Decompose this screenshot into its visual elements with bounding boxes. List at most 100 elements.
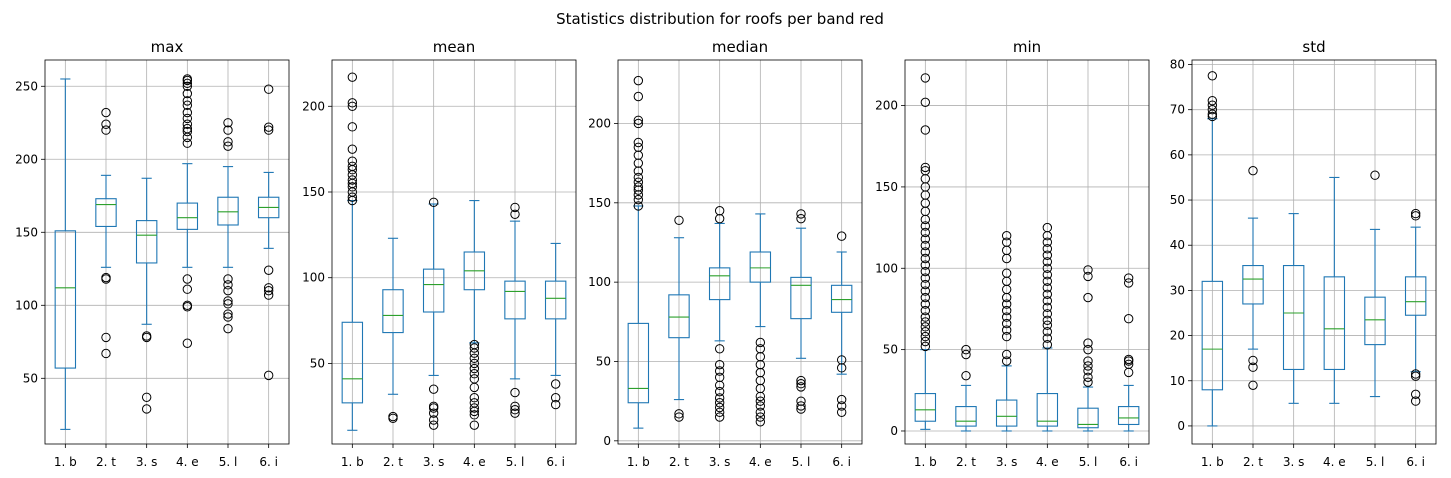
outlier-point bbox=[1083, 292, 1093, 303]
outlier-point bbox=[347, 182, 358, 192]
outlier-point bbox=[1123, 314, 1134, 324]
outlier-point bbox=[1410, 369, 1421, 379]
outlier-point bbox=[796, 379, 806, 389]
x-tick-label: 3. s bbox=[996, 455, 1018, 469]
outlier-point bbox=[920, 125, 931, 135]
y-tick-label: 100 bbox=[875, 261, 898, 275]
outlier-point bbox=[347, 72, 358, 82]
outlier-point bbox=[1042, 309, 1053, 319]
x-tick-label: 3. s bbox=[709, 455, 731, 469]
outlier-point bbox=[920, 234, 931, 244]
outlier-point bbox=[920, 162, 931, 173]
outlier-point bbox=[1042, 340, 1053, 350]
outlier-point bbox=[714, 393, 725, 403]
box-iqr bbox=[1242, 265, 1264, 305]
outlier-point bbox=[223, 280, 233, 290]
outlier-point bbox=[796, 401, 806, 411]
outlier-point bbox=[920, 312, 931, 322]
x-tick-label: 6. i bbox=[832, 455, 851, 469]
outlier-point bbox=[1042, 333, 1053, 343]
y-tick-label: 100 bbox=[15, 298, 38, 312]
outlier-point bbox=[1248, 362, 1258, 372]
outlier-point bbox=[1042, 263, 1053, 273]
outlier-point bbox=[182, 107, 193, 118]
x-tick-label: 6. i bbox=[546, 455, 565, 469]
outlier-point bbox=[1248, 355, 1258, 366]
outlier-point bbox=[469, 393, 480, 403]
outlier-point bbox=[1083, 265, 1093, 275]
outlier-point bbox=[469, 410, 480, 420]
outlier-point bbox=[223, 323, 233, 334]
outlier-point bbox=[223, 125, 233, 135]
outlier-point bbox=[755, 344, 766, 354]
y-tick-label: 150 bbox=[15, 225, 38, 239]
x-tick-label: 2. t bbox=[669, 455, 689, 469]
outlier-point bbox=[263, 125, 274, 135]
outlier-point bbox=[920, 322, 931, 332]
outlier-point bbox=[714, 372, 725, 383]
box-iqr bbox=[995, 399, 1018, 427]
box-iqr bbox=[382, 289, 404, 334]
x-tick-label: 4. e bbox=[1323, 455, 1346, 469]
outlier-point bbox=[101, 348, 111, 359]
outlier-point bbox=[1123, 359, 1134, 369]
outlier-point bbox=[1083, 271, 1093, 282]
outlier-point bbox=[920, 247, 931, 257]
outlier-point bbox=[469, 403, 480, 413]
box-iqr bbox=[135, 220, 158, 264]
x-tick-label: 1. b bbox=[341, 455, 364, 469]
outlier-point bbox=[755, 396, 766, 406]
outlier-point bbox=[1370, 170, 1380, 180]
outlier-point bbox=[101, 107, 111, 118]
y-tick-label: 50 bbox=[310, 356, 325, 370]
outlier-point bbox=[101, 119, 111, 129]
outlier-point bbox=[182, 126, 193, 137]
outlier-point bbox=[920, 341, 931, 352]
outlier-point bbox=[182, 113, 193, 124]
outlier-point bbox=[347, 144, 358, 154]
outlier-point bbox=[714, 206, 725, 216]
outlier-point bbox=[961, 344, 971, 355]
outlier-point bbox=[1083, 344, 1093, 355]
outlier-point bbox=[428, 401, 439, 411]
outlier-point bbox=[469, 353, 480, 363]
y-tick-label: 50 bbox=[883, 343, 898, 357]
outlier-point bbox=[223, 296, 233, 306]
box-iqr bbox=[544, 280, 567, 320]
outlier-point bbox=[263, 285, 274, 296]
outlier-point bbox=[1248, 380, 1258, 390]
box-iqr bbox=[708, 267, 731, 301]
outlier-point bbox=[1042, 222, 1053, 233]
box-iqr bbox=[627, 322, 650, 404]
outlier-point bbox=[1207, 71, 1218, 81]
y-tick-label: 0 bbox=[603, 434, 611, 448]
x-tick-label: 4. e bbox=[749, 455, 772, 469]
box-iqr bbox=[176, 202, 199, 230]
y-tick-label: 50 bbox=[1170, 193, 1185, 207]
x-tick-label: 3. s bbox=[423, 455, 445, 469]
outlier-point bbox=[1042, 315, 1053, 326]
outlier-point bbox=[469, 339, 480, 350]
box-iqr bbox=[914, 393, 937, 422]
outlier-point bbox=[796, 213, 806, 224]
outlier-point bbox=[633, 115, 644, 125]
outlier-point bbox=[633, 172, 644, 183]
x-tick-label: 5. l bbox=[1366, 455, 1385, 469]
box-iqr bbox=[341, 321, 364, 404]
outlier-point bbox=[633, 75, 644, 86]
subplot-title: median bbox=[712, 38, 768, 56]
outlier-point bbox=[469, 374, 480, 384]
outlier-point bbox=[920, 260, 931, 270]
outlier-point bbox=[920, 221, 931, 231]
outlier-point bbox=[920, 165, 931, 176]
axes-frame bbox=[904, 59, 1150, 445]
x-tick-label: 6. i bbox=[1406, 455, 1425, 469]
outlier-point bbox=[1410, 371, 1421, 381]
outlier-point bbox=[920, 240, 931, 251]
outlier-point bbox=[1042, 327, 1053, 337]
outlier-point bbox=[347, 98, 358, 108]
outlier-point bbox=[428, 384, 439, 394]
outlier-point bbox=[714, 359, 725, 370]
outlier-point bbox=[633, 142, 644, 152]
